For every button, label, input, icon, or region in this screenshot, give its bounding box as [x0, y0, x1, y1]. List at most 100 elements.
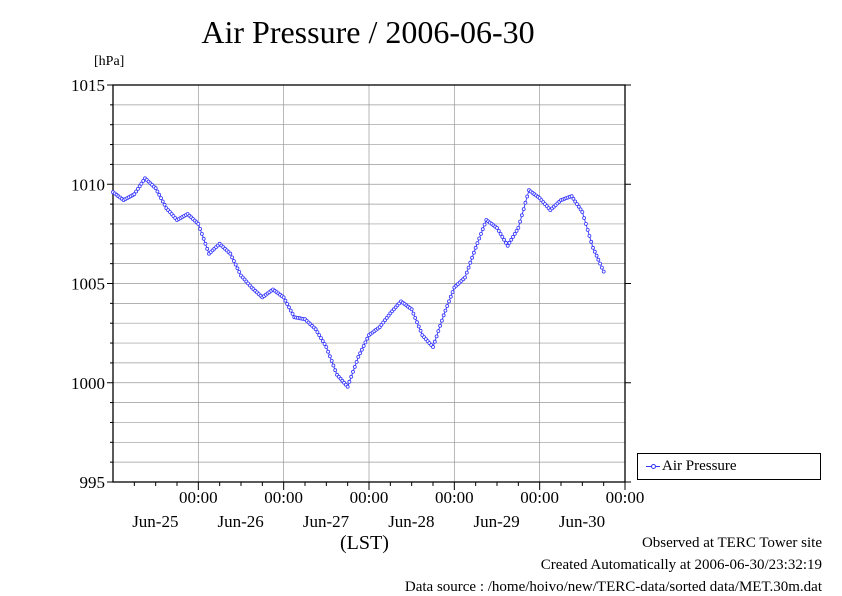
x-tick-date-label: Jun-25 [132, 512, 178, 531]
data-point [141, 178, 146, 183]
data-point [512, 231, 517, 236]
data-point [502, 237, 507, 242]
data-point [331, 363, 336, 368]
data-point [201, 236, 206, 241]
data-point [134, 189, 139, 194]
data-point [415, 320, 419, 325]
y-tick-label: 1000 [71, 374, 105, 393]
x-tick-date-label: Jun-27 [303, 512, 350, 531]
data-point [228, 251, 233, 256]
data-point [470, 255, 475, 260]
x-tick-date-label: Jun-30 [559, 512, 605, 531]
data-point [349, 374, 354, 379]
data-point [198, 226, 203, 231]
data-point [464, 270, 469, 275]
data-point [569, 194, 574, 199]
data-point [518, 219, 522, 224]
x-axis-ticks: 00:00Jun-2500:00Jun-2600:00Jun-2700:00Ju… [132, 482, 644, 531]
data-point [409, 307, 414, 312]
x-tick-time-label: 00:00 [264, 488, 303, 507]
data-point [379, 322, 384, 327]
data-point [315, 330, 320, 335]
data-point [584, 221, 588, 226]
data-point [578, 207, 583, 212]
data-point [324, 345, 329, 349]
data-point [507, 240, 512, 245]
footnote-created: Created Automatically at 2006-06-30/23:3… [540, 557, 822, 573]
data-point [589, 239, 594, 244]
data-point [496, 228, 501, 233]
data-point [479, 231, 483, 236]
data-point [594, 253, 599, 258]
y-tick-label: 1015 [71, 76, 105, 95]
data-point [155, 189, 160, 194]
series-air-pressure [111, 176, 606, 389]
data-point [523, 200, 528, 205]
data-point [445, 304, 450, 308]
data-point [231, 259, 236, 263]
data-point [157, 192, 162, 197]
chart-title: Air Pressure / 2006-06-30 [201, 14, 535, 50]
data-point [468, 260, 473, 265]
footnote-observed: Observed at TERC Tower site [641, 535, 822, 551]
data-point [438, 323, 443, 328]
data-point [587, 233, 592, 238]
data-point [233, 262, 238, 267]
legend-label: Air Pressure [662, 458, 737, 474]
data-point [582, 216, 586, 220]
data-point [482, 222, 487, 227]
data-point [600, 265, 604, 270]
data-point [290, 311, 295, 316]
data-point [500, 234, 505, 239]
grid-lines [113, 85, 625, 482]
data-point [317, 333, 322, 338]
data-point [411, 311, 416, 316]
data-point [230, 255, 235, 260]
data-point [283, 298, 288, 303]
x-tick-date-label: Jun-29 [474, 512, 520, 531]
data-point [363, 340, 368, 345]
data-point [235, 266, 240, 271]
footnote-source: Data source : /home/hoivo/new/TERC-data/… [404, 579, 822, 595]
data-point [471, 250, 476, 255]
data-point [525, 194, 530, 199]
legend: Air Pressure [637, 453, 821, 480]
data-point [416, 324, 421, 329]
data-point [576, 204, 581, 209]
data-point [514, 228, 519, 233]
data-point [354, 359, 359, 364]
data-point [288, 308, 293, 313]
y-tick-label: 1010 [71, 175, 105, 194]
x-tick-time-label: 00:00 [606, 488, 645, 507]
data-point [205, 246, 210, 251]
x-tick-time-label: 00:00 [350, 488, 389, 507]
data-point [585, 227, 590, 232]
data-point [365, 336, 370, 341]
data-point [345, 384, 350, 389]
data-point [511, 234, 515, 239]
data-point [139, 181, 144, 186]
data-point [327, 354, 332, 359]
data-point [580, 210, 585, 214]
x-tick-date-label: Jun-28 [388, 512, 434, 531]
data-point [159, 196, 163, 201]
data-point [498, 231, 503, 236]
data-point [358, 351, 363, 356]
data-point [596, 257, 601, 262]
data-point [480, 227, 485, 232]
data-point [448, 294, 453, 299]
data-point [333, 368, 338, 373]
x-tick-time-label: 00:00 [435, 488, 474, 507]
data-point [237, 269, 242, 274]
data-point [326, 349, 331, 354]
x-tick-date-label: Jun-26 [218, 512, 264, 531]
data-point [137, 184, 142, 189]
data-point [477, 236, 482, 241]
data-point [361, 344, 366, 348]
data-point [520, 213, 524, 218]
data-point [571, 196, 576, 201]
data-point [418, 328, 423, 333]
data-point [463, 275, 467, 280]
data-point [439, 318, 444, 323]
